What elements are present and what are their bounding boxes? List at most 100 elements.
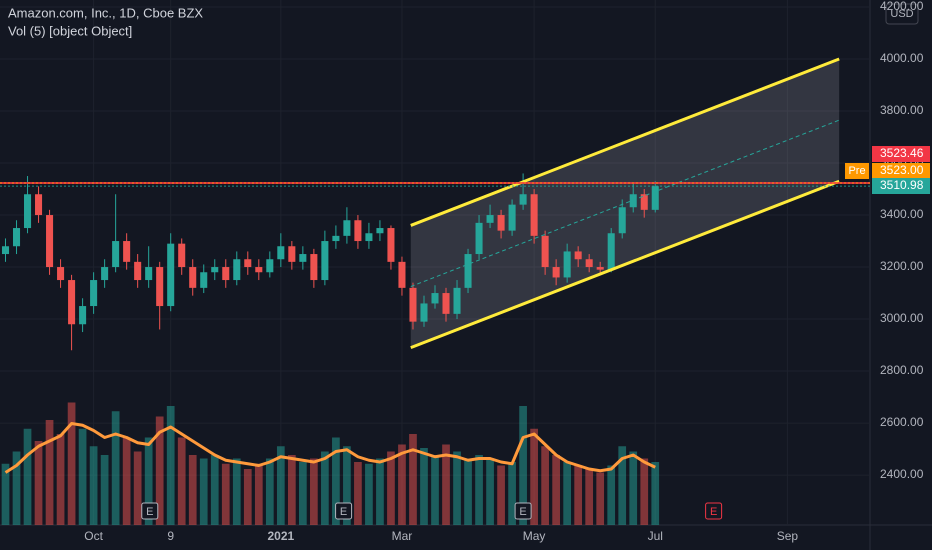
candle-body [618, 207, 626, 234]
candle-body [79, 306, 87, 325]
volume-bar [287, 455, 296, 525]
price-tag [872, 163, 930, 179]
candle-body [332, 235, 340, 242]
candle-body [365, 233, 373, 242]
volume-bar [23, 428, 32, 525]
session-tag-label: Pre [848, 165, 865, 177]
volume-bar [519, 406, 527, 525]
candle-body [497, 215, 505, 231]
volume-bar [574, 465, 583, 525]
candle-body [57, 267, 65, 281]
price-tag [872, 178, 930, 194]
volume-bar [442, 444, 450, 525]
x-tick-label: Sep [777, 529, 799, 543]
volume-bar [321, 451, 329, 525]
currency-box[interactable] [885, 3, 919, 25]
candle-body [651, 186, 659, 210]
chart-title: Amazon.com, Inc., 1D, Cboe BZX [8, 5, 203, 20]
volume-bar [651, 462, 660, 525]
session-tag [845, 163, 869, 179]
candle-body [277, 246, 285, 260]
volume-bar [34, 441, 43, 525]
candle-body [530, 194, 538, 236]
candle-body [35, 194, 43, 216]
candle-body [233, 259, 241, 281]
candle-body [1, 246, 10, 255]
volume-bar [310, 458, 318, 525]
candle-body [321, 241, 329, 281]
y-tick-label: 2600.00 [880, 415, 924, 429]
volume-bar [376, 458, 384, 525]
volume-bar [398, 444, 406, 525]
plot [0, 57, 870, 525]
candle-body [596, 267, 604, 270]
candle-body [508, 204, 516, 231]
volume-bar [640, 458, 649, 525]
candle-body [574, 251, 582, 260]
x-tick-label: Jul [648, 529, 663, 543]
candle-body [376, 228, 384, 234]
candle-body [12, 228, 21, 247]
candle-body [420, 303, 428, 322]
volume-bar [541, 446, 549, 525]
volume-bar [409, 434, 417, 525]
price-tag-label: 3523.00 [880, 163, 924, 177]
volume-bar [629, 451, 638, 525]
candle-body [475, 222, 483, 255]
channel-fill [410, 59, 840, 348]
candle-body [442, 293, 450, 314]
y-tick-label: 4000.00 [880, 51, 924, 65]
volume-bar [1, 463, 10, 525]
event-label: E [146, 506, 153, 518]
y-tick-label: 4200.00 [880, 0, 924, 13]
volume-bar [431, 455, 439, 525]
volume-bar [67, 402, 76, 525]
volume-bar [111, 411, 120, 525]
candle-body [266, 259, 274, 273]
y-tick-label: 3800.00 [880, 103, 924, 117]
candle-body [255, 267, 263, 273]
volume-bar [497, 465, 505, 525]
x-tick-label: Mar [392, 529, 413, 543]
candle-body [343, 220, 351, 236]
y-tick-label: 3200.00 [880, 259, 924, 273]
currency[interactable]: USD [890, 8, 913, 20]
volume-bar [89, 446, 98, 525]
candle-body [112, 241, 120, 268]
channel-lower [410, 179, 840, 350]
channel-upper [410, 57, 840, 227]
volume-bar [254, 463, 263, 525]
candle-body [409, 287, 417, 322]
volume-bar [585, 469, 594, 525]
event-marker [705, 502, 723, 520]
y-tick-label: 3000.00 [880, 311, 924, 325]
candle-body [46, 215, 54, 268]
event-label: E [710, 506, 717, 518]
candle-body [222, 267, 230, 281]
candle-body [629, 194, 637, 208]
volume-bar [100, 455, 109, 525]
volume-bar [221, 463, 230, 525]
volume-bar [343, 446, 351, 525]
volume-bar [276, 446, 285, 525]
volume-bar [464, 458, 472, 525]
volume-bar [232, 458, 241, 525]
candle-body [145, 267, 153, 281]
volume-bar [365, 463, 373, 525]
event-label: E [340, 506, 347, 518]
volume-bar [177, 437, 186, 525]
candle-body [563, 251, 571, 278]
candle-body [200, 272, 208, 288]
candle-body [244, 259, 252, 268]
candle-body [585, 259, 593, 268]
volume-bar [155, 416, 164, 525]
volume-bar [563, 462, 572, 525]
x-tick-label: Oct [84, 529, 103, 543]
price-tag [872, 146, 930, 162]
volume-bar [453, 451, 461, 525]
volume-bar [243, 469, 252, 525]
volume-bar [486, 458, 494, 525]
volume-bar [56, 434, 65, 525]
y-tick-label: 2400.00 [880, 467, 924, 481]
